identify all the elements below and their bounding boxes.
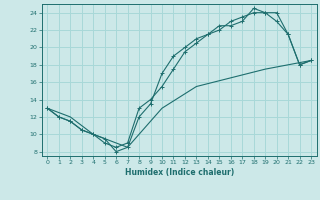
X-axis label: Humidex (Indice chaleur): Humidex (Indice chaleur) [124,168,234,177]
